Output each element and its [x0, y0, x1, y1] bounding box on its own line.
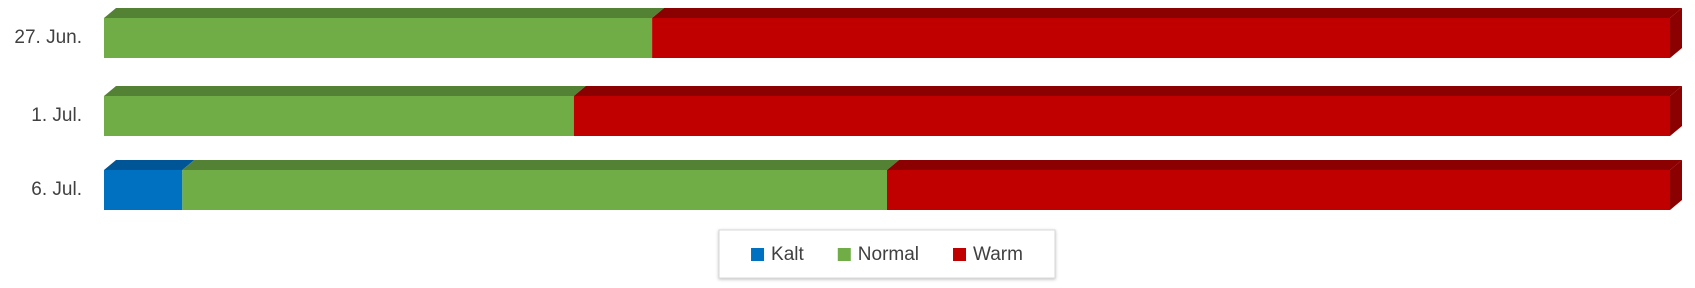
legend-label: Warm: [973, 244, 1023, 265]
bar-side: [1670, 86, 1682, 136]
bar-side: [1670, 160, 1682, 210]
bar-top: [104, 86, 586, 96]
legend-swatch: [837, 248, 851, 261]
bar-segment: [182, 160, 900, 210]
bar-top: [182, 160, 900, 170]
bar-front: [182, 170, 888, 210]
bar-segment: [104, 8, 665, 58]
legend: Kalt Normal Warm: [718, 229, 1056, 279]
bar-segment: [573, 86, 1682, 136]
bar-front: [104, 18, 653, 58]
bar-front: [573, 96, 1670, 136]
legend-swatch: [953, 248, 967, 261]
legend-label: Normal: [858, 244, 919, 265]
bar-front: [104, 96, 574, 136]
bar-front: [104, 170, 183, 210]
bar-segment: [104, 160, 195, 210]
bar-front: [887, 170, 1670, 210]
bar-segment: [887, 160, 1682, 210]
bar-side: [1670, 8, 1682, 58]
legend-label: Kalt: [771, 244, 804, 265]
bar-front: [652, 18, 1670, 58]
bar-segment: [104, 86, 586, 136]
bar-segment: [652, 8, 1682, 58]
y-tick-label: 27. Jun.: [14, 27, 82, 48]
legend-box: [718, 229, 1056, 279]
bar-top: [573, 86, 1682, 96]
bar-top: [104, 8, 665, 18]
bar-top: [887, 160, 1682, 170]
y-tick-label: 6. Jul.: [31, 179, 82, 200]
y-tick-label: 1. Jul.: [31, 105, 82, 126]
legend-swatch: [751, 248, 765, 261]
bar-top: [652, 8, 1682, 18]
bar-top: [104, 160, 195, 170]
